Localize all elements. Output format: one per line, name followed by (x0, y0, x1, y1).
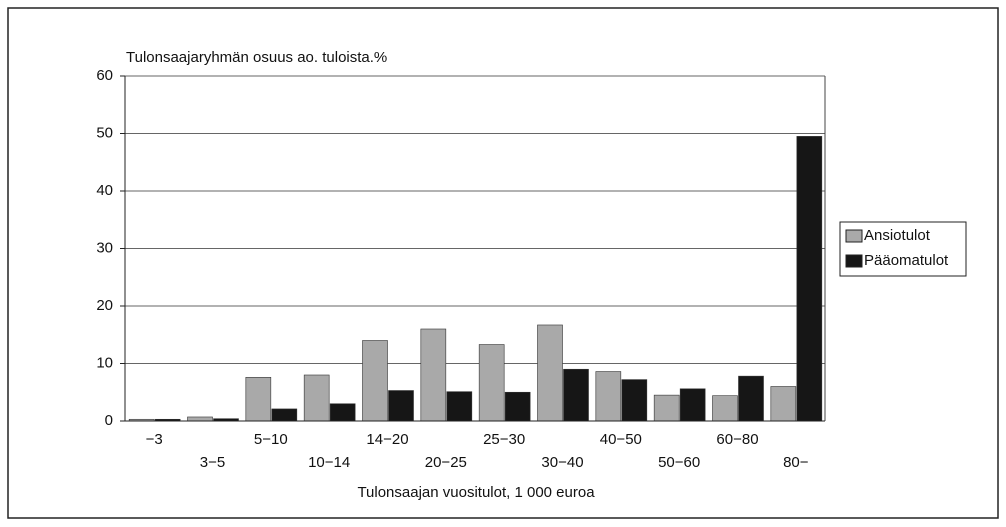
bar (245, 376, 272, 422)
bar (621, 379, 648, 422)
x-tick-label: 5−10 (254, 431, 288, 448)
x-tick-label: 80− (783, 454, 809, 471)
y-tick-label: 20 (96, 297, 113, 314)
x-tick-label: 50−60 (658, 454, 700, 471)
y-tick-label: 10 (96, 354, 113, 371)
bar (712, 395, 738, 422)
bar (770, 386, 797, 422)
frame (7, 7, 999, 519)
x-tick-label: 60−80 (716, 431, 758, 448)
legend-label: Pääomatulot (864, 252, 949, 269)
bar (679, 388, 706, 422)
y-tick-label: 0 (105, 412, 113, 429)
x-tick-label: 30−40 (541, 454, 583, 471)
x-axis-title: Tulonsaajan vuositulot, 1 000 euroa (357, 484, 595, 501)
legend-swatch (845, 229, 863, 243)
x-tick-label: −3 (146, 431, 163, 448)
y-tick-label: 30 (96, 239, 113, 256)
x-tick-label: 25−30 (483, 431, 525, 448)
y-tick-label: 40 (96, 182, 113, 199)
bar (537, 324, 563, 422)
bar (187, 416, 213, 422)
bar (563, 368, 589, 422)
y-tick-label: 60 (96, 67, 113, 84)
bar (446, 391, 473, 422)
x-tick-label: 20−25 (425, 454, 467, 471)
bar (303, 374, 330, 422)
y-tick-label: 50 (96, 124, 113, 141)
x-tick-label: 3−5 (200, 454, 225, 471)
legend-swatch (845, 254, 863, 268)
bar (595, 371, 622, 422)
bar (329, 403, 356, 422)
bar (388, 390, 414, 422)
bar (362, 340, 388, 422)
bar (653, 394, 680, 422)
bar (796, 136, 823, 422)
x-tick-label: 10−14 (308, 454, 350, 471)
legend-label: Ansiotulot (864, 227, 931, 244)
chart-title: Tulonsaajaryhmän osuus ao. tuloista.% (126, 49, 387, 66)
bar (738, 375, 764, 422)
x-tick-label: 40−50 (600, 431, 642, 448)
bar (478, 344, 505, 422)
bar (420, 328, 447, 422)
bar (504, 391, 531, 422)
bar (271, 408, 298, 422)
x-tick-label: 14−20 (366, 431, 408, 448)
